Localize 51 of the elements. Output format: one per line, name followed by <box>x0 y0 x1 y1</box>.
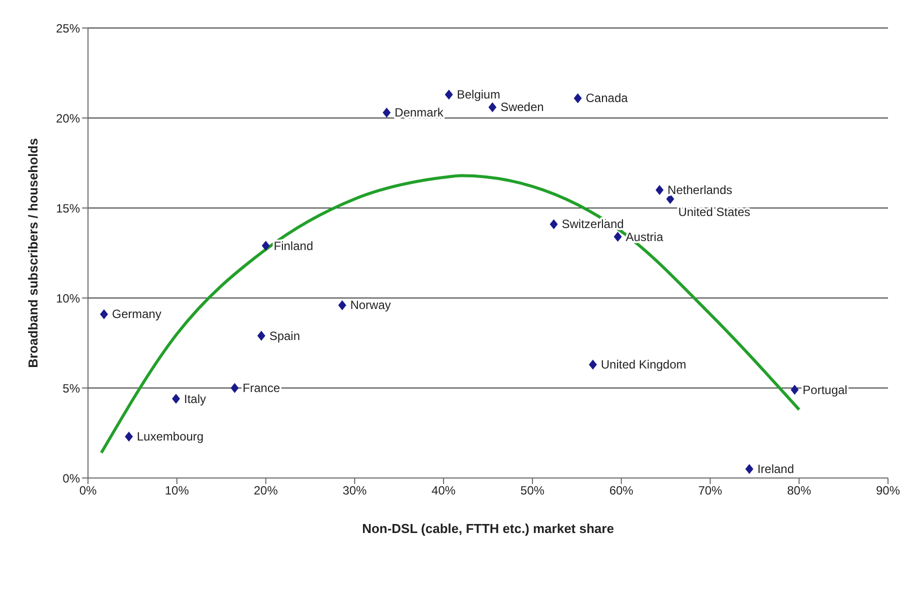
y-tick-label: 0% <box>62 471 80 486</box>
annotation: Norway <box>350 298 391 312</box>
point <box>790 384 799 395</box>
x-tick-label: 50% <box>520 484 545 498</box>
annotation: Ireland <box>757 462 794 476</box>
annotation: Italy <box>184 392 206 406</box>
point <box>656 185 664 195</box>
annotation: Germany <box>112 307 162 322</box>
annotation: Denmark <box>394 106 444 120</box>
point <box>257 330 266 341</box>
annotation: Finland <box>274 238 314 253</box>
x-tick-label: 90% <box>876 484 900 498</box>
y-tick-label: 5% <box>62 381 80 396</box>
x-tick-label: 40% <box>432 484 456 498</box>
y-tick-label: 25% <box>56 21 80 36</box>
annotation: Belgium <box>456 88 500 102</box>
x-tick-label: 80% <box>787 484 812 498</box>
point <box>230 383 239 393</box>
x-tick-label: 10% <box>164 484 190 498</box>
y-axis-title: Broadband subscribers / households <box>26 138 41 368</box>
point <box>100 309 108 320</box>
point <box>488 102 496 112</box>
x-axis-title: Non-DSL (cable, FTTH etc.) market share <box>362 521 614 536</box>
annotation: United States <box>678 205 750 219</box>
annotation: Sweden <box>500 100 544 114</box>
point <box>382 108 391 118</box>
x-tick-label: 60% <box>609 484 634 498</box>
y-tick-label: 10% <box>56 291 80 306</box>
annotation: United Kingdom <box>600 358 686 372</box>
point <box>444 90 453 100</box>
point <box>262 240 270 251</box>
annotation: Luxembourg <box>136 430 204 444</box>
point <box>172 394 180 404</box>
point <box>338 300 346 310</box>
x-tick-label: 30% <box>342 484 367 498</box>
point <box>588 360 597 370</box>
point <box>124 432 133 442</box>
line-series <box>100 174 801 454</box>
point <box>550 219 558 230</box>
point <box>574 93 582 104</box>
y-tick-label: 15% <box>56 201 80 216</box>
annotation: Canada <box>586 91 628 106</box>
x-tick-label: 70% <box>698 484 723 498</box>
y-tick-label: 20% <box>56 111 80 126</box>
annotation: Netherlands <box>668 183 732 197</box>
x-tick-label: 20% <box>254 484 278 498</box>
annotation: Spain <box>269 328 300 343</box>
point <box>745 464 754 474</box>
x-tick-label: 0% <box>79 484 97 498</box>
point <box>666 194 674 204</box>
point <box>614 232 622 242</box>
